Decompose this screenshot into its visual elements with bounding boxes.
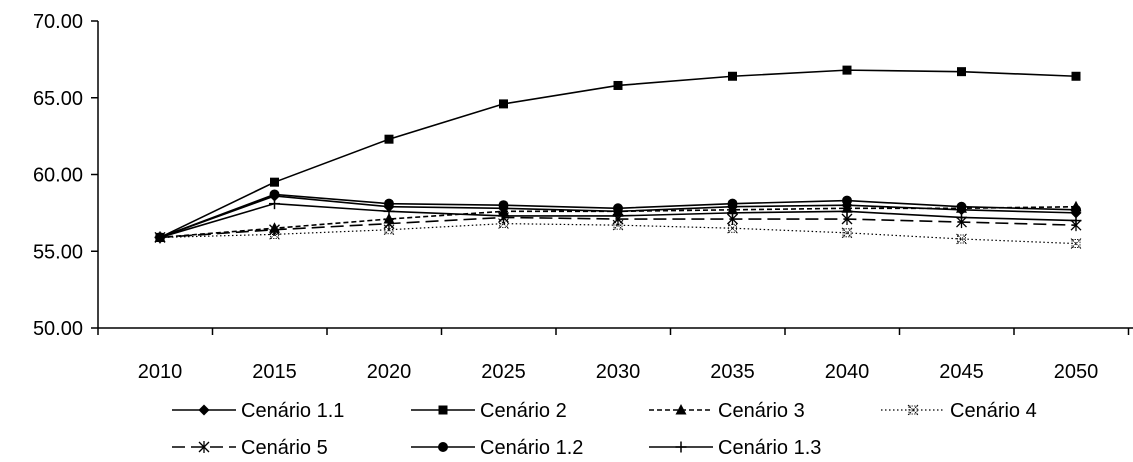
legend-label: Cenário 1.1 xyxy=(241,400,344,422)
x-tick-label: 2035 xyxy=(710,361,755,383)
y-tick-label: 55.00 xyxy=(33,241,83,263)
legend-label: Cenário 3 xyxy=(718,400,805,422)
data-point xyxy=(841,227,853,239)
data-point xyxy=(269,198,280,210)
data-point xyxy=(154,231,166,243)
data-point xyxy=(727,207,738,219)
legend-label: Cenário 1.2 xyxy=(480,437,583,459)
legend-item: Cenário 1.2 xyxy=(411,437,583,459)
data-point xyxy=(728,71,737,81)
legend-item: Cenário 5 xyxy=(172,437,328,459)
legend-label: Cenário 1.3 xyxy=(718,437,821,459)
x-tick-label: 2015 xyxy=(252,361,297,383)
data-point xyxy=(1070,215,1082,227)
data-point xyxy=(198,404,210,416)
data-point xyxy=(198,441,210,453)
data-point xyxy=(383,217,395,230)
data-point xyxy=(956,201,967,212)
data-point xyxy=(956,211,967,223)
series-cen-rio-1-2 xyxy=(155,189,1081,243)
y-tick-label: 65.00 xyxy=(33,88,83,110)
data-point xyxy=(498,210,509,222)
plot-area xyxy=(154,65,1082,249)
y-tick-label: 50.00 xyxy=(33,318,83,340)
data-point xyxy=(841,205,853,217)
data-point xyxy=(613,80,623,90)
y-tick-label: 70.00 xyxy=(33,11,83,33)
data-point xyxy=(1071,204,1081,215)
series-cen-rio-2 xyxy=(155,65,1081,242)
y-tick-label: 60.00 xyxy=(33,165,83,187)
data-point xyxy=(612,210,624,222)
series-cen-rio-1-3 xyxy=(154,198,1082,243)
data-point xyxy=(727,198,738,209)
data-point xyxy=(499,99,508,109)
data-point xyxy=(907,404,919,416)
legend-item: Cenário 4 xyxy=(881,400,1037,422)
legend: Cenário 1.1 Cenário 2 Cenário 3 Cenário 4 Ce… xyxy=(172,400,1037,459)
x-axis: 2010 2015 2020 2025 2030 2035 2040 2045 2050 xyxy=(97,327,1133,383)
data-point xyxy=(438,405,448,415)
data-point xyxy=(956,233,967,245)
x-tick-label: 2025 xyxy=(481,361,526,383)
data-point xyxy=(675,404,687,415)
legend-item: Cenário 3 xyxy=(649,400,805,422)
x-tick-label: 2010 xyxy=(138,361,183,383)
data-point xyxy=(269,223,280,236)
data-point xyxy=(675,441,687,453)
data-point xyxy=(842,195,852,206)
x-tick-label: 2020 xyxy=(367,361,412,383)
data-point xyxy=(384,198,394,209)
y-axis: 50.00 55.00 60.00 65.00 70.00 xyxy=(33,11,99,340)
data-point xyxy=(269,189,280,200)
legend-label: Cenário 4 xyxy=(950,400,1037,422)
data-point xyxy=(384,134,394,144)
data-point xyxy=(383,205,395,217)
legend-label: Cenário 2 xyxy=(480,400,567,422)
data-point xyxy=(270,177,279,187)
series-line xyxy=(159,223,1077,245)
x-tick-label: 2050 xyxy=(1054,361,1099,383)
legend-item: Cenário 2 xyxy=(411,400,567,422)
data-point xyxy=(957,67,966,77)
legend-label: Cenário 5 xyxy=(241,437,328,459)
data-point xyxy=(498,200,509,211)
data-point xyxy=(438,442,448,452)
x-tick-label: 2040 xyxy=(825,361,870,383)
legend-item: Cenário 1.1 xyxy=(172,400,344,422)
data-point xyxy=(1071,71,1081,81)
data-point xyxy=(842,65,852,75)
x-tick-label: 2045 xyxy=(939,361,984,383)
data-point xyxy=(613,203,623,214)
data-point xyxy=(1070,238,1082,249)
legend-item: Cenário 1.3 xyxy=(649,437,821,459)
x-tick-label: 2030 xyxy=(596,361,641,383)
